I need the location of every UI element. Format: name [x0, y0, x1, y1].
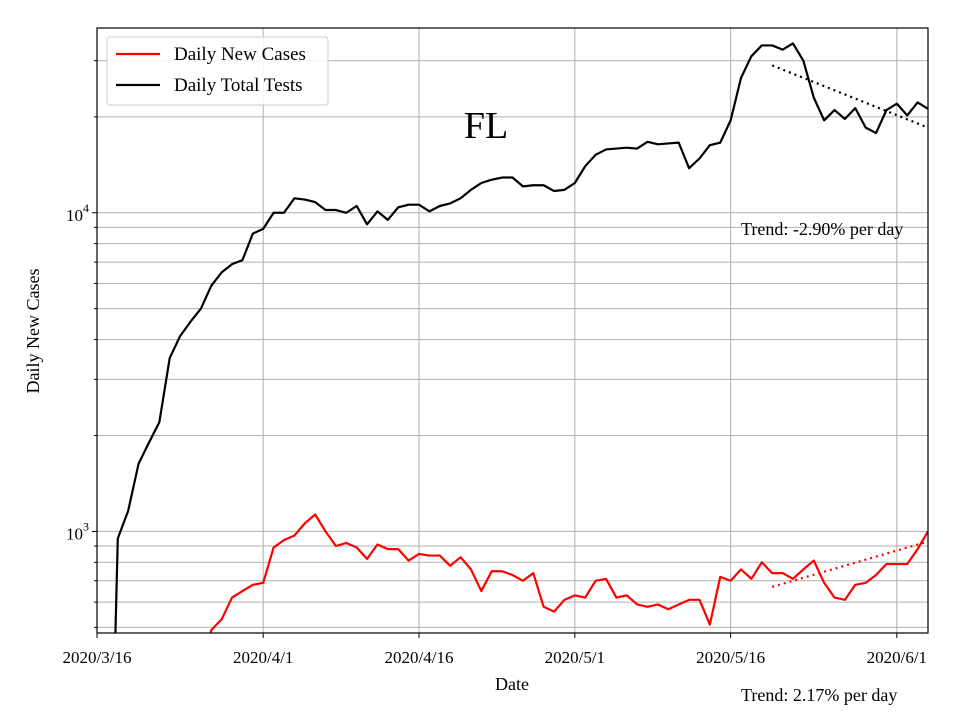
grid — [96, 28, 928, 633]
x-tick-label: 2020/5/1 — [545, 648, 605, 667]
trend-line-daily-total-tests — [771, 64, 928, 129]
series-line-daily-new-cases — [209, 513, 928, 633]
x-tick-label: 2020/5/16 — [696, 648, 765, 667]
x-tick-label: 2020/4/1 — [233, 648, 293, 667]
trend-annotation-cases: Trend: 2.17% per day — [741, 685, 897, 705]
x-tick-label: 2020/6/1 — [867, 648, 927, 667]
legend: Daily New Cases Daily Total Tests — [106, 36, 329, 106]
y-tick-label: 103 — [66, 519, 89, 543]
chart-title: FL — [464, 105, 508, 147]
trend-lines — [771, 64, 928, 588]
trend-annotation-tests: Trend: -2.90% per day — [741, 219, 903, 239]
y-axis-label: Daily New Cases — [23, 269, 43, 394]
series-line-daily-total-tests — [114, 42, 928, 633]
axis-ticks: 2020/3/16 2020/4/1 2020/4/16 2020/5/1 2020/5… — [63, 60, 927, 667]
legend-label-daily-total-tests: Daily Total Tests — [174, 75, 303, 96]
x-tick-label: 2020/3/16 — [63, 648, 132, 667]
legend-label-daily-new-cases: Daily New Cases — [174, 44, 306, 65]
plot-frame — [96, 27, 929, 634]
x-tick-label: 2020/4/16 — [385, 648, 454, 667]
series-lines — [114, 42, 928, 633]
y-tick-label: 104 — [66, 201, 89, 225]
legend-box — [106, 36, 329, 106]
x-axis-label: Date — [495, 674, 529, 694]
